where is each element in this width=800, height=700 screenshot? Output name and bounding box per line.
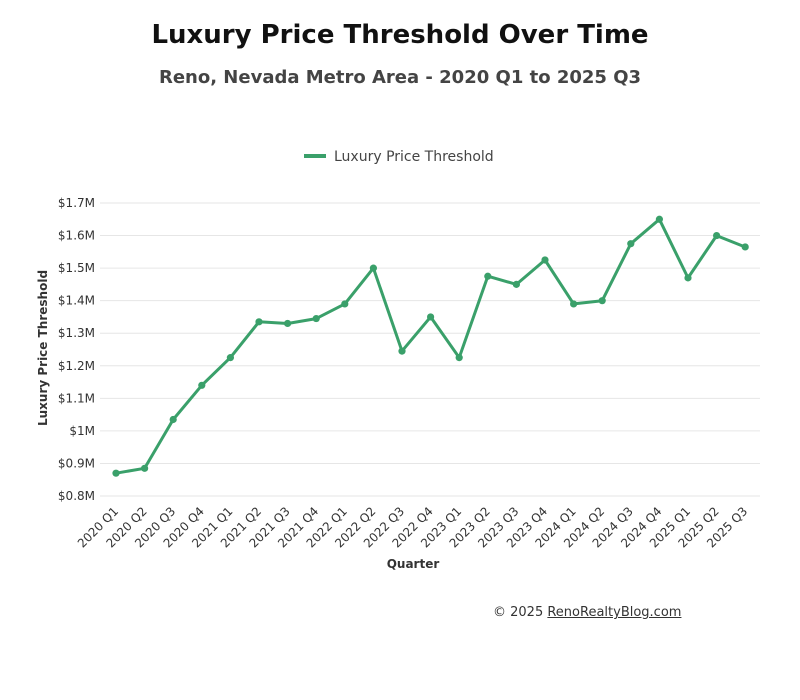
- y-axis-label: Luxury Price Threshold: [36, 270, 50, 426]
- y-tick-label: $1.7M: [58, 196, 95, 210]
- legend-label: Luxury Price Threshold: [334, 149, 494, 165]
- y-tick-label: $1.4M: [58, 294, 95, 308]
- legend[interactable]: Luxury Price Threshold: [304, 149, 494, 165]
- data-point[interactable]: [512, 280, 521, 288]
- data-point[interactable]: [427, 313, 435, 321]
- series-line: [114, 217, 747, 475]
- data-point[interactable]: [312, 314, 320, 323]
- data-point[interactable]: [541, 256, 549, 264]
- data-point[interactable]: [369, 264, 377, 272]
- y-tick-label: $1.3M: [58, 326, 95, 340]
- data-points: [112, 215, 749, 477]
- line-chart: Luxury Price Threshold $0.8M $0.9M $1M $1.1…: [36, 149, 760, 571]
- copyright-footer: © 2025 RenoRealtyBlog.com: [493, 605, 681, 620]
- chart-subtitle: Reno, Nevada Metro Area - 2020 Q1 to 202…: [158, 67, 642, 88]
- data-point[interactable]: [655, 215, 664, 223]
- data-point[interactable]: [627, 240, 635, 248]
- data-point[interactable]: [570, 300, 578, 308]
- y-tick-label: $1.6M: [58, 229, 95, 243]
- data-point[interactable]: [598, 297, 606, 305]
- data-point[interactable]: [484, 272, 492, 280]
- data-point[interactable]: [169, 415, 177, 424]
- x-axis-label: Quarter: [387, 557, 440, 571]
- y-tick-label: $1.5M: [58, 261, 95, 275]
- copyright-text: © 2025: [493, 605, 544, 620]
- data-point[interactable]: [398, 347, 406, 355]
- data-point[interactable]: [455, 354, 463, 362]
- data-point[interactable]: [684, 274, 692, 282]
- data-point[interactable]: [255, 318, 263, 326]
- gridlines: [100, 202, 760, 497]
- y-tick-label: $0.8M: [58, 489, 95, 503]
- data-point[interactable]: [284, 319, 292, 328]
- data-point[interactable]: [226, 354, 234, 362]
- site-link[interactable]: RenoRealtyBlog.com: [547, 605, 682, 620]
- data-point[interactable]: [198, 381, 206, 389]
- y-axis-ticks: $0.8M $0.9M $1M $1.1M $1.2M $1.3M $1.4M $1.5M $1…: [58, 196, 95, 503]
- data-point[interactable]: [112, 469, 120, 477]
- y-tick-label: $1M: [69, 424, 95, 438]
- data-point[interactable]: [713, 231, 721, 240]
- y-tick-label: $1.1M: [58, 391, 95, 405]
- data-point[interactable]: [141, 464, 149, 472]
- chart-title: Luxury Price Threshold Over Time: [151, 20, 649, 50]
- data-point[interactable]: [341, 300, 349, 308]
- data-point[interactable]: [741, 243, 749, 251]
- y-tick-label: $1.2M: [58, 359, 95, 373]
- y-tick-label: $0.9M: [58, 456, 95, 470]
